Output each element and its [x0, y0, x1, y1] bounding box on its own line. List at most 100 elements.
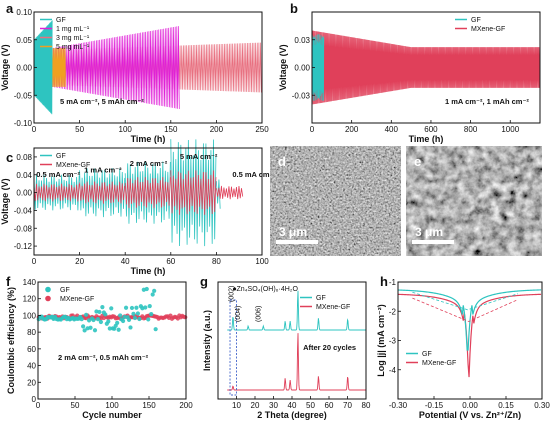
series-gf-trace [311, 34, 325, 101]
x-tick-label: 80 [362, 401, 371, 410]
gf-point [152, 288, 157, 293]
legend-entry: GF [60, 287, 70, 294]
gf-point [95, 317, 101, 322]
x-tick-label: 40 [288, 401, 297, 410]
gf-point [129, 305, 135, 311]
panel-a-annotation: 5 mA cm⁻², 5 mAh cm⁻² [60, 97, 144, 106]
panel-e: e 3 μm [406, 146, 542, 256]
y-tick-label: 140 [23, 278, 37, 287]
y-axis-label: Voltage (V) [0, 178, 10, 224]
gf-point [100, 305, 105, 310]
panel-a-label: a [6, 1, 14, 16]
x-tick-label: 20 [251, 401, 260, 410]
peak-label: (006) [256, 306, 263, 322]
y-tick-label: -2 [389, 307, 397, 316]
y-tick-label: 100 [23, 311, 37, 320]
panel-g: g 10 20 30 40 50 60 70 80 2 Theta (degree) Intens… [200, 274, 371, 420]
panel-f-legend: GF MXene-GF [45, 286, 94, 303]
highlight-box [229, 299, 237, 396]
rate-segment-mxene-gf [124, 177, 171, 209]
x-tick-label: 0.30 [534, 401, 550, 410]
cycles-annotation: After 20 cycles [303, 343, 356, 352]
x-tick-label: 800 [464, 125, 478, 134]
y-tick-label: -4 [389, 366, 397, 375]
x-tick-label: 600 [424, 125, 438, 134]
y-tick-label: 0.08 [16, 153, 32, 162]
x-tick-label: -0.30 [389, 401, 408, 410]
x-tick-label: 0 [310, 125, 315, 134]
mxene-gf-point [183, 315, 188, 320]
legend-entry: MXene-GF [316, 304, 350, 311]
x-tick-label: 200 [210, 125, 224, 134]
legend-marker [45, 286, 51, 293]
rate-segment-mxene-gf [170, 170, 217, 215]
peak-label: (002) [229, 286, 236, 302]
gf-point [88, 325, 93, 330]
rate-segment-mxene-gf [216, 185, 244, 200]
rate-segment-gf [124, 161, 171, 224]
x-axis-label: Time (h) [131, 134, 166, 144]
gf-point [106, 319, 111, 324]
x-tick-label: 80 [212, 257, 221, 266]
gf-point [147, 303, 152, 309]
legend-entry: MXene-GF [56, 162, 90, 169]
gf-xrd-pattern [227, 290, 366, 331]
legend-entry: MXene-GF [60, 296, 94, 303]
panel-g-label: g [200, 274, 208, 289]
panel-c-axes: 0 20 40 60 80 100 -0.12 -0.08 -0.04 0.00 0.04 0.08 T… [0, 153, 269, 276]
rate-segment-gf [33, 174, 80, 211]
panel-b-axes: 0 200 400 600 800 1000 -0.03 0.00 0.03 Time (h) Vo… [278, 36, 520, 144]
gf-point [126, 317, 132, 323]
y-tick-label: 0.03 [294, 36, 310, 45]
y-tick-label: -0.03 [292, 91, 311, 100]
panel-h-traces [397, 289, 542, 378]
x-tick-label: 100 [255, 257, 269, 266]
panel-b-label: b [290, 1, 298, 16]
gf-point [135, 311, 140, 316]
panel-a-legend: GF 1 mg mL⁻¹ 3 mg mL⁻¹ 5 mg mL⁻¹ [40, 17, 90, 51]
y-tick-label: -0.08 [14, 224, 33, 233]
panel-c-traces [33, 139, 244, 247]
x-axis-label: Time (h) [409, 134, 444, 144]
legend-entry: 3 mg mL⁻¹ [56, 35, 90, 42]
gf-point [131, 311, 136, 316]
panel-e-sem-image [406, 146, 542, 256]
panel-g-legend: GF MXene-GF [300, 295, 350, 311]
panel-g-frame [217, 281, 367, 400]
x-tick-label: 400 [385, 125, 399, 134]
peak-label: (004) [235, 306, 242, 322]
panel-d-scale-bar [276, 240, 318, 244]
gf-point [84, 312, 89, 317]
panel-b: b 0 200 400 600 800 1000 -0.03 0.00 0.03 Time (h)… [278, 1, 541, 144]
mxene-gf-xrd-pattern [227, 333, 366, 391]
gf-point [109, 306, 114, 311]
gf-point [146, 317, 151, 322]
x-tick-label: 150 [142, 401, 156, 410]
mxene-gf-tafel-curve [397, 293, 542, 378]
legend-marker [45, 295, 51, 302]
x-tick-label: 200 [345, 125, 359, 134]
y-tick-label: 0.00 [294, 64, 310, 73]
x-tick-label: 30 [269, 401, 278, 410]
panel-f-annotation: 2 mA cm⁻², 0.5 mAh cm⁻² [58, 353, 149, 362]
gf-point [107, 326, 112, 331]
gf-tangent-line [412, 291, 519, 311]
mxene-gf-tangent-line [412, 297, 519, 322]
y-tick-label: 0.10 [16, 8, 32, 17]
gf-point [123, 305, 129, 310]
x-tick-label: 20 [75, 257, 84, 266]
y-axis-label: Log |j| (mA cm⁻²) [376, 304, 386, 376]
panel-h: h -0.30 -0.15 0.00 0.15 0.30 -1 -2 -3 -4 Potentia… [376, 274, 550, 420]
gf-point [144, 286, 149, 292]
rate-label: 2 mA cm⁻² [130, 159, 168, 168]
panel-e-label: e [414, 154, 421, 169]
y-tick-label: 0.00 [16, 189, 32, 198]
x-tick-label: 100 [119, 125, 133, 134]
gf-tafel-curve [397, 289, 542, 351]
gf-point [132, 315, 138, 321]
y-tick-label: -0.04 [14, 206, 33, 215]
y-tick-label: 0.00 [16, 64, 32, 73]
panel-c: c 0 20 40 60 80 100 -0.12 -0.08 -0.04 0.00 0.04 0.0… [0, 139, 277, 276]
y-tick-label: 0 [32, 395, 37, 404]
